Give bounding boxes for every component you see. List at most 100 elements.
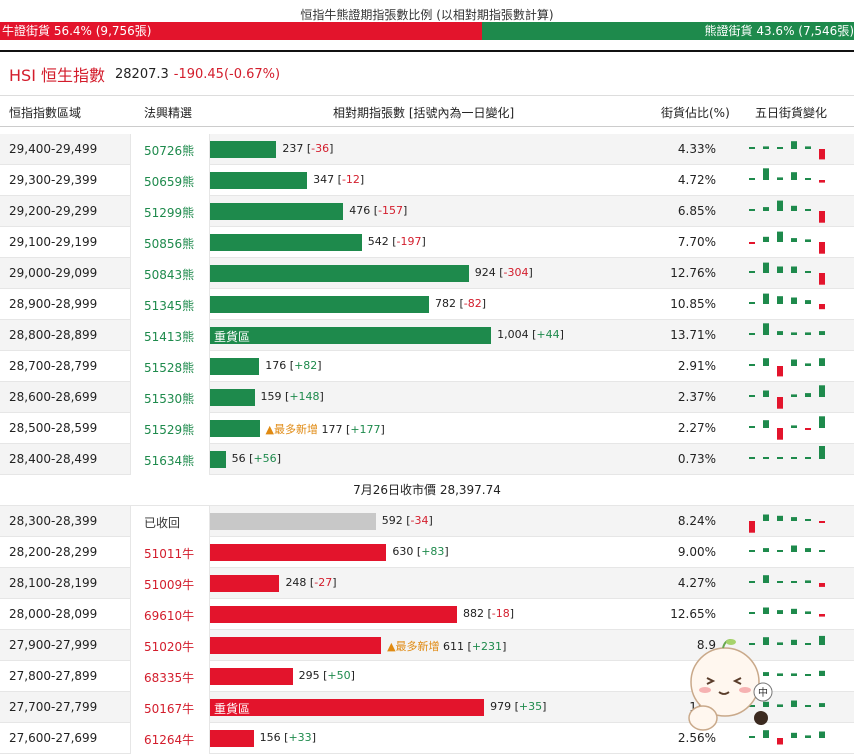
share-percent: 8.9 bbox=[696, 638, 716, 652]
five-day-sparkline bbox=[749, 141, 825, 160]
daily-change: +35 bbox=[518, 700, 543, 713]
sparkline-bar bbox=[791, 700, 797, 707]
warrant-code-link[interactable]: 50856熊 bbox=[144, 237, 195, 251]
sparkline-bar bbox=[819, 273, 825, 285]
sparkline-bar bbox=[805, 209, 811, 211]
warrant-code-link[interactable]: 50726熊 bbox=[144, 144, 195, 158]
share-percent: 12.65% bbox=[670, 607, 716, 621]
warrant-code-link[interactable]: 51530熊 bbox=[144, 392, 195, 406]
pick-cell: 51345熊 bbox=[130, 289, 210, 320]
bracket-close: ] bbox=[403, 204, 408, 217]
sparkline-bar bbox=[777, 231, 783, 242]
heavy-zone-label: 重貨區 bbox=[214, 330, 251, 344]
five-day-sparkline bbox=[749, 262, 825, 285]
table-row[interactable]: 28,300-28,399 已收回 592 [-34] 8.24% bbox=[0, 506, 854, 537]
table-row[interactable]: 28,600-28,699 51530熊 159 [+148] 2.37% bbox=[0, 382, 854, 413]
sparkline-bar bbox=[791, 425, 797, 428]
quantity-bar bbox=[210, 606, 457, 623]
sparkline-bar bbox=[791, 639, 797, 645]
sparkline-bar bbox=[805, 457, 811, 459]
pick-cell: 50659熊 bbox=[130, 165, 210, 196]
bracket-close: ] bbox=[311, 731, 316, 744]
range-cell: 29,300-29,399 bbox=[9, 173, 98, 187]
table-row[interactable]: 28,500-28,599 51529熊 ▲最多新增 177 [+177] 2.27% bbox=[0, 413, 854, 444]
warrant-code-link[interactable]: 51528熊 bbox=[144, 361, 195, 375]
quantity-value: 924 [ bbox=[474, 266, 504, 279]
sparkline-bar bbox=[777, 704, 783, 707]
quantity-text: ▲最多新增 177 [+177] bbox=[266, 421, 385, 437]
table-row[interactable]: 29,400-29,499 50726熊 237 [-36] 4.33% bbox=[0, 134, 854, 165]
range-cell: 27,600-27,699 bbox=[9, 731, 98, 745]
daily-change: +148 bbox=[289, 390, 320, 403]
pick-cell: 51634熊 bbox=[130, 444, 210, 475]
warrant-code-link[interactable]: 51529熊 bbox=[144, 423, 195, 437]
warrant-code-link[interactable]: 51020牛 bbox=[144, 640, 195, 654]
sparkline-bar bbox=[819, 416, 825, 428]
warrant-code-link[interactable]: 50659熊 bbox=[144, 175, 195, 189]
sparkline-bar bbox=[791, 608, 797, 614]
quantity-value: 248 [ bbox=[285, 576, 315, 589]
warrant-code-link[interactable]: 51345熊 bbox=[144, 299, 195, 313]
quantity-bar bbox=[210, 358, 260, 375]
warrant-code-link[interactable]: 已收回 bbox=[144, 516, 181, 530]
column-header-range: 恒指指數區域 bbox=[9, 106, 82, 120]
index-quote: HSI 恒生指數 28207.3 -190.45(-0.67%) bbox=[0, 60, 854, 88]
sparkline-bar bbox=[749, 457, 755, 459]
five-day-sparkline bbox=[749, 168, 825, 183]
warrant-code-link[interactable]: 68335牛 bbox=[144, 671, 195, 685]
column-header-qty: 相對期指張數 [括號內為一日變化] bbox=[333, 106, 515, 120]
most-added-tag: ▲最多新增 bbox=[387, 640, 444, 653]
quantity-text: 542 [-197] bbox=[368, 235, 426, 248]
quantity-text: 159 [+148] bbox=[261, 390, 324, 403]
table-row[interactable]: 28,700-28,799 51528熊 176 [+82] 2.91% bbox=[0, 351, 854, 382]
table-row[interactable]: 29,000-29,099 50843熊 924 [-304] 12.76% bbox=[0, 258, 854, 289]
quantity-value: 156 [ bbox=[259, 731, 289, 744]
table-row[interactable]: 28,100-28,199 51009牛 248 [-27] 4.27% bbox=[0, 568, 854, 599]
five-day-sparkline bbox=[749, 700, 825, 707]
sparkline-bar bbox=[763, 607, 769, 614]
table-row[interactable]: 29,200-29,299 51299熊 476 [-157] 6.85% bbox=[0, 196, 854, 227]
table-row[interactable]: 29,300-29,399 50659熊 347 [-12] 4.72% bbox=[0, 165, 854, 196]
quantity-bar bbox=[210, 141, 277, 158]
daily-change: +33 bbox=[288, 731, 312, 744]
table-row[interactable]: 28,900-28,999 51345熊 782 [-82] 10.85% bbox=[0, 289, 854, 320]
sparkline-bar bbox=[777, 177, 783, 180]
table-row[interactable]: 28,200-28,299 51011牛 630 [+83] 9.00% bbox=[0, 537, 854, 568]
range-cell: 28,000-28,099 bbox=[9, 607, 98, 621]
table-row[interactable]: 28,400-28,499 51634熊 56 [+56] 0.73% bbox=[0, 444, 854, 475]
range-cell: 27,900-27,999 bbox=[9, 638, 98, 652]
sparkline-bar bbox=[791, 517, 797, 521]
sparkline-bar bbox=[763, 457, 769, 459]
pick-cell: 50167牛 bbox=[130, 692, 210, 723]
bracket-close: ] bbox=[380, 423, 385, 436]
daily-change: -12 bbox=[341, 173, 360, 186]
warrant-code-link[interactable]: 51413熊 bbox=[144, 330, 195, 344]
sparkline-bar bbox=[819, 583, 825, 587]
sparkline-bar bbox=[805, 363, 811, 366]
sparkline-bar bbox=[791, 238, 797, 242]
sparkline-bar bbox=[819, 550, 825, 552]
table-row[interactable]: 29,100-29,199 50856熊 542 [-197] 7.70% bbox=[0, 227, 854, 258]
quantity-value: 347 [ bbox=[313, 173, 342, 186]
warrant-code-link[interactable]: 50843熊 bbox=[144, 268, 195, 282]
sparkline-bar bbox=[777, 581, 783, 583]
table-row[interactable]: 28,000-28,099 69610牛 882 [-18] 12.65% bbox=[0, 599, 854, 630]
five-day-sparkline bbox=[749, 385, 825, 409]
warrant-code-link[interactable]: 50167牛 bbox=[144, 702, 195, 716]
table-row[interactable]: 28,800-28,899 51413熊 重貨區 1,004 [+44] 13.71% bbox=[0, 320, 854, 351]
warrant-code-link[interactable]: 51011牛 bbox=[144, 547, 195, 561]
sparkline-bar bbox=[749, 521, 755, 533]
quantity-text: 476 [-157] bbox=[349, 204, 407, 217]
quantity-text: 347 [-12] bbox=[313, 173, 364, 186]
warrant-code-link[interactable]: 51634熊 bbox=[144, 454, 195, 468]
warrant-code-link[interactable]: 61264牛 bbox=[144, 733, 195, 747]
header-divider bbox=[0, 50, 854, 52]
index-name[interactable]: HSI 恒生指數 bbox=[9, 66, 105, 85]
warrant-code-link[interactable]: 51009牛 bbox=[144, 578, 195, 592]
warrant-code-link[interactable]: 69610牛 bbox=[144, 609, 195, 623]
sparkline-bar bbox=[749, 736, 755, 738]
daily-change: -157 bbox=[378, 204, 404, 217]
pick-cell: 61264牛 bbox=[130, 723, 210, 754]
daily-change: +231 bbox=[471, 640, 503, 653]
warrant-code-link[interactable]: 51299熊 bbox=[144, 206, 195, 220]
